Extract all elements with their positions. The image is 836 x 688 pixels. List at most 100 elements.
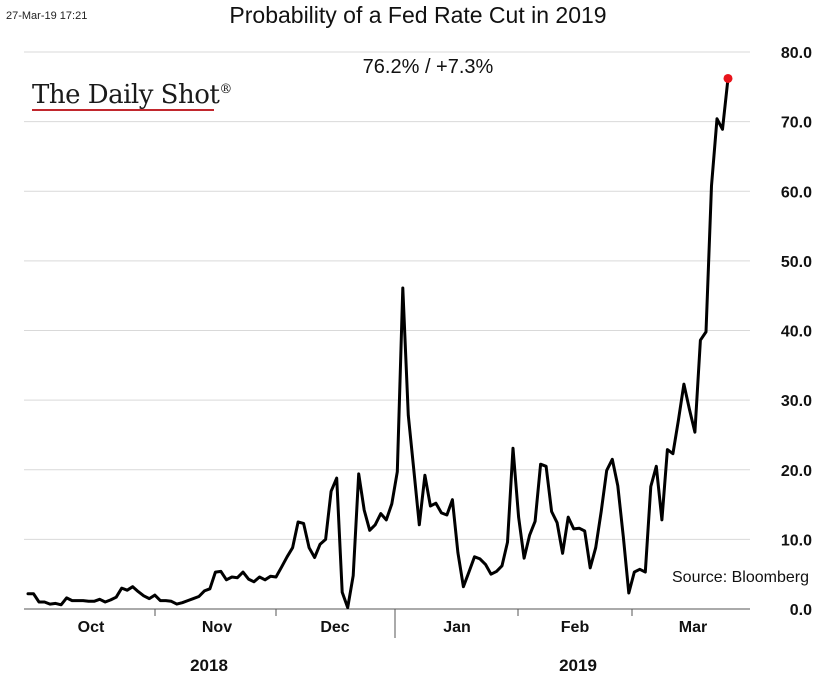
data-point (236, 576, 238, 578)
data-point (269, 575, 271, 577)
data-point (600, 510, 602, 512)
data-point (523, 557, 525, 559)
y-axis-tick-labels: 0.0 10.0 20.0 30.0 40.0 50.0 60.0 70.0 80.0 (781, 45, 812, 619)
data-point (512, 447, 514, 449)
data-point (462, 586, 464, 588)
data-point (60, 604, 62, 606)
y-tick-label: 70.0 (781, 115, 812, 132)
gridlines (24, 51, 750, 540)
data-point (628, 592, 630, 594)
data-point (49, 603, 51, 605)
data-point (330, 490, 332, 492)
data-point (93, 600, 95, 602)
y-tick-label: 30.0 (781, 393, 812, 410)
data-point (440, 512, 442, 514)
data-point (595, 547, 597, 549)
data-point (688, 408, 690, 410)
data-point (501, 565, 503, 567)
data-point (313, 556, 315, 558)
data-point (98, 598, 100, 600)
data-point (407, 414, 409, 416)
data-point (413, 469, 415, 471)
data-point (324, 538, 326, 540)
data-point (258, 576, 260, 578)
y-tick-label: 10.0 (781, 532, 812, 549)
data-point (137, 590, 139, 592)
y-tick-label: 40.0 (781, 324, 812, 341)
data-point (170, 600, 172, 602)
data-point (27, 592, 29, 594)
data-point (545, 465, 547, 467)
data-point (275, 576, 277, 578)
data-point (699, 339, 701, 341)
data-point (539, 463, 541, 465)
data-point (380, 512, 382, 514)
data-point (225, 579, 227, 581)
data-point (661, 519, 663, 521)
logo-registered-mark: ® (219, 82, 232, 97)
data-point (187, 599, 189, 601)
data-point (672, 453, 674, 455)
data-point (32, 592, 34, 594)
last-data-point (723, 73, 733, 83)
data-point (264, 579, 266, 581)
data-point (209, 588, 211, 590)
x-axis-year-labels: 2018 2019 (190, 656, 597, 675)
data-point (385, 519, 387, 521)
data-point (154, 594, 156, 596)
data-point (280, 566, 282, 568)
data-point (369, 529, 371, 531)
data-point (633, 571, 635, 573)
data-point (710, 184, 712, 186)
data-point (561, 552, 563, 554)
data-point (132, 586, 134, 588)
data-point (115, 596, 117, 598)
data-point (143, 595, 145, 597)
month-label: Jan (443, 619, 471, 636)
data-point (611, 458, 613, 460)
daily-shot-logo: The Daily Shot® (32, 80, 232, 110)
data-point (650, 485, 652, 487)
data-point (82, 599, 84, 601)
data-point (572, 528, 574, 530)
data-point (352, 574, 354, 576)
data-point (302, 522, 304, 524)
data-point (65, 597, 67, 599)
data-point (358, 473, 360, 475)
data-point (484, 563, 486, 565)
data-point (534, 520, 536, 522)
data-point (391, 503, 393, 505)
data-point (468, 571, 470, 573)
chart-subtitle: 76.2% / +7.3% (318, 56, 538, 79)
data-point (473, 556, 475, 558)
y-tick-label: 0.0 (790, 602, 812, 619)
data-point (247, 578, 249, 580)
data-point (622, 535, 624, 537)
data-point (87, 600, 89, 602)
data-point (655, 465, 657, 467)
logo-text: The Daily Shot (32, 80, 220, 110)
data-point (694, 431, 696, 433)
data-point (297, 521, 299, 523)
data-point (214, 571, 216, 573)
data-point (192, 597, 194, 599)
data-point (424, 474, 426, 476)
data-point (583, 530, 585, 532)
data-point (335, 477, 337, 479)
data-point (38, 601, 40, 603)
data-point (374, 524, 376, 526)
data-point (242, 571, 244, 573)
month-label: Oct (78, 619, 105, 636)
data-point (677, 419, 679, 421)
data-point (589, 567, 591, 569)
data-point (126, 589, 128, 591)
data-point (76, 599, 78, 601)
data-point (346, 606, 348, 608)
source-note: Source: Bloomberg (670, 569, 811, 587)
data-point (220, 570, 222, 572)
y-tick-label: 80.0 (781, 45, 812, 62)
data-point (54, 602, 56, 604)
data-point (104, 601, 106, 603)
